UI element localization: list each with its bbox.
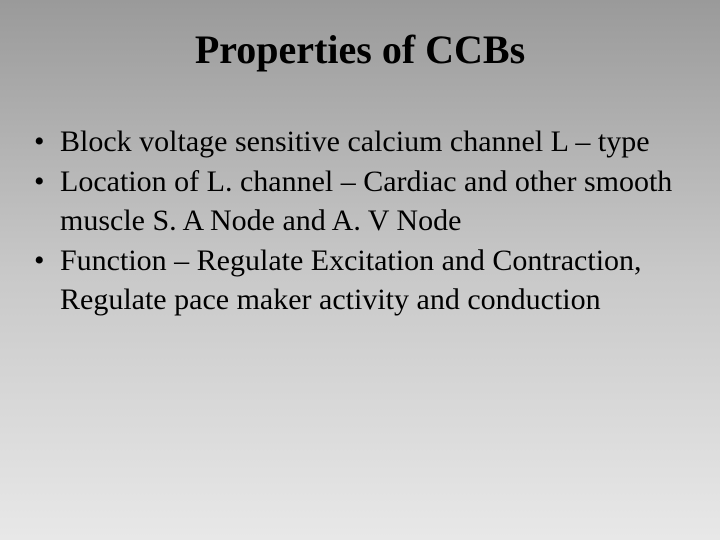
- slide-title: Properties of CCBs: [28, 26, 692, 73]
- list-item: Block voltage sensitive calcium channel …: [28, 123, 692, 161]
- slide-container: Properties of CCBs Block voltage sensiti…: [0, 0, 720, 540]
- list-item: Function – Regulate Excitation and Contr…: [28, 242, 692, 319]
- list-item: Location of L. channel – Cardiac and oth…: [28, 163, 692, 240]
- bullet-list: Block voltage sensitive calcium channel …: [28, 123, 692, 319]
